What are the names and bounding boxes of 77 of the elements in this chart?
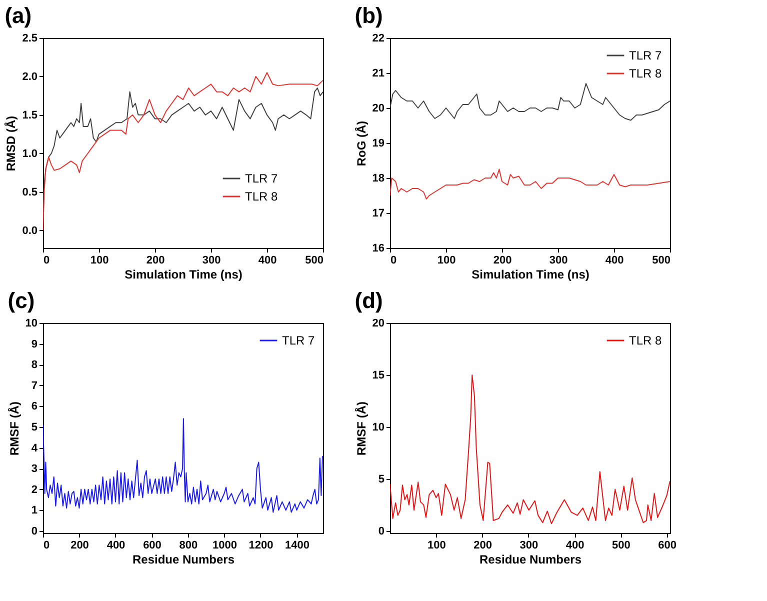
y-tick-label: 10 xyxy=(25,318,38,330)
y-axis-title: RMSF (Å) xyxy=(354,402,368,456)
y-tick-label: 5 xyxy=(31,421,38,434)
x-tick-label: 600 xyxy=(143,540,162,552)
x-tick-label: 200 xyxy=(146,254,165,266)
legend-label: TLR 7 xyxy=(629,48,662,62)
y-tick-label: 20 xyxy=(372,102,384,114)
x-tick-label: 100 xyxy=(437,254,456,266)
x-tick-label: 0 xyxy=(390,254,397,266)
y-tick-label: 7 xyxy=(31,380,38,392)
legend-label: TLR 8 xyxy=(629,66,662,80)
legend-label: TLR 8 xyxy=(629,334,662,348)
x-tick-label: 0 xyxy=(44,540,50,552)
y-axis-title: RMSD (Å) xyxy=(4,116,18,172)
y-tick-label: 2.5 xyxy=(22,32,38,44)
line-series xyxy=(43,418,323,513)
y-tick-label: 18 xyxy=(372,172,384,184)
chart-title: (a) xyxy=(4,3,32,28)
x-tick-label: 200 xyxy=(70,540,89,552)
y-tick-label: 4 xyxy=(31,442,38,454)
y-tick-label: 19 xyxy=(372,138,384,150)
x-tick-label: 500 xyxy=(305,254,324,266)
x-axis-title: Residue Numbers xyxy=(132,552,235,566)
y-tick-label: 16 xyxy=(372,242,384,254)
y-tick-label: 17 xyxy=(372,208,384,220)
y-tick-label: 21 xyxy=(372,68,384,80)
y-tick-label: 22 xyxy=(372,32,384,44)
y-tick-label: 0.5 xyxy=(22,186,38,198)
x-tick-label: 300 xyxy=(520,540,538,552)
x-tick-label: 400 xyxy=(566,540,584,552)
x-tick-label: 200 xyxy=(474,540,492,552)
chart-title: (c) xyxy=(8,288,35,313)
y-tick-label: 0 xyxy=(31,525,38,538)
y-tick-label: 2 xyxy=(31,484,38,496)
x-tick-label: 600 xyxy=(658,540,676,552)
y-tick-label: 0 xyxy=(378,525,384,538)
y-axis-title: RoG (Å) xyxy=(354,120,368,166)
y-tick-label: 1.5 xyxy=(22,109,38,122)
x-tick-label: 800 xyxy=(179,540,198,552)
x-axis-title: Residue Numbers xyxy=(479,552,582,566)
x-tick-label: 300 xyxy=(202,254,221,266)
y-tick-label: 5 xyxy=(378,473,384,486)
y-tick-label: 8 xyxy=(31,359,38,372)
x-tick-label: 0 xyxy=(44,254,50,266)
x-tick-label: 100 xyxy=(427,540,446,552)
x-tick-label: 400 xyxy=(106,540,126,552)
y-tick-label: 3 xyxy=(31,463,38,476)
chart-title: (d) xyxy=(354,288,383,313)
y-tick-label: 2.0 xyxy=(22,70,38,83)
line-series xyxy=(390,83,670,121)
x-axis-title: Simulation Time (ns) xyxy=(472,268,590,282)
x-tick-label: 400 xyxy=(605,254,624,266)
legend-label: TLR 7 xyxy=(245,172,278,186)
x-axis-title: Simulation Time (ns) xyxy=(124,268,242,282)
x-tick-label: 300 xyxy=(549,254,568,266)
legend-label: TLR 8 xyxy=(245,190,278,204)
chart-title: (b) xyxy=(354,3,383,28)
y-tick-label: 6 xyxy=(31,400,38,413)
x-tick-label: 200 xyxy=(493,254,512,266)
x-tick-label: 500 xyxy=(612,540,630,552)
y-tick-label: 9 xyxy=(31,338,38,350)
x-tick-label: 1000 xyxy=(212,540,237,552)
y-tick-label: 1 xyxy=(31,504,38,517)
x-tick-label: 1400 xyxy=(284,540,310,552)
y-axis-title: RMSF (Å) xyxy=(7,402,22,456)
x-tick-label: 100 xyxy=(90,254,109,266)
x-tick-label: 1200 xyxy=(248,540,274,552)
x-tick-label: 400 xyxy=(258,254,277,266)
line-series xyxy=(390,374,670,524)
y-tick-label: 20 xyxy=(372,318,384,330)
y-tick-label: 15 xyxy=(372,369,384,382)
legend-label: TLR 7 xyxy=(282,334,316,348)
y-tick-label: 10 xyxy=(372,421,384,434)
y-tick-label: 1.0 xyxy=(22,148,38,160)
y-tick-label: 0.0 xyxy=(22,224,38,237)
x-tick-label: 500 xyxy=(652,254,670,266)
line-series xyxy=(390,168,670,200)
